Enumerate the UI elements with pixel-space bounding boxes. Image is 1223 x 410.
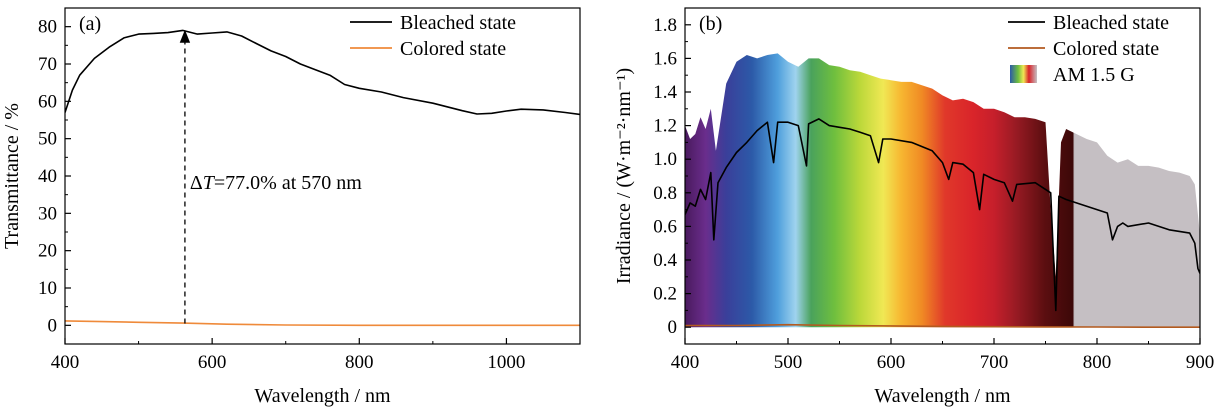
y-tick-label: 0: [48, 315, 58, 336]
x-ticks-b: 400 500 600 700 800 900: [671, 338, 1215, 373]
chart-panel-a: ΔT=77.0% at 570 nm 400 600 800 1000 0 10 20 30…: [1, 7, 581, 407]
y-tick-label: 1.8: [653, 15, 677, 36]
y-tick-label: 40: [38, 166, 57, 187]
legend-label: Colored state: [400, 38, 506, 60]
legend-label: AM 1.5 G: [1053, 64, 1135, 86]
y-tick-label: 80: [38, 17, 57, 38]
y-tick-label: 0.2: [653, 284, 677, 305]
panel-label-b: (b): [699, 13, 722, 35]
x-tick-label: 700: [980, 352, 1009, 373]
y-tick-label: 70: [38, 54, 57, 75]
legend-swatch: [1010, 65, 1037, 83]
legend-label: Bleached state: [400, 12, 516, 34]
x-tick-label: 900: [1186, 352, 1215, 373]
y-tick-label: 1.4: [653, 82, 677, 103]
y-tick-label: 1.2: [653, 116, 677, 137]
y-tick-label: 1.0: [653, 149, 677, 170]
chart-panel-b: 400 500 600 700 800 900 0 0.2 0.4 0.6 0.8 1.0 1.2 1.…: [613, 7, 1215, 407]
x-tick-label: 600: [198, 352, 227, 373]
y-tick-label: 50: [38, 129, 57, 150]
y-axis-label-b: Irradiance / (W·m⁻²·nm⁻¹): [613, 68, 635, 284]
panel-label-a: (a): [79, 13, 101, 35]
legend-b: Bleached state Colored state AM 1.5 G: [1008, 12, 1169, 86]
y-tick-label: 20: [38, 241, 57, 262]
series-colored-state: [685, 323, 1200, 328]
series-layer-b: [685, 53, 1200, 328]
x-tick-label: 800: [1083, 352, 1112, 373]
series-colored-state: [65, 320, 580, 327]
x-tick-label: 600: [877, 352, 906, 373]
y-tick-label: 1.6: [653, 48, 677, 69]
x-axis-label-a: Wavelength / nm: [254, 385, 391, 407]
delta-t-annotation: ΔT=77.0% at 570 nm: [190, 172, 362, 194]
series-bleached-state: [685, 118, 1200, 312]
y-ticks-b: 0 0.2 0.4 0.6 0.8 1.0 1.2 1.4 1.6 1.8: [653, 7, 691, 338]
x-tick-label: 400: [51, 352, 80, 373]
y-ticks-a: 0 10 20 30 40 50 60 70 80: [38, 17, 71, 336]
legend-label: Bleached state: [1053, 12, 1169, 34]
y-tick-label: 0.4: [653, 250, 677, 271]
y-tick-label: 30: [38, 203, 57, 224]
series-layer-a: [65, 29, 580, 327]
x-tick-label: 1000: [487, 352, 525, 373]
y-tick-label: 0.6: [653, 216, 677, 237]
x-tick-label: 500: [774, 352, 803, 373]
legend-label: Colored state: [1053, 38, 1159, 60]
y-tick-label: 60: [38, 91, 57, 112]
y-tick-label: 0.8: [653, 183, 677, 204]
series-bleached-state: [65, 29, 580, 116]
x-tick-label: 400: [671, 352, 700, 373]
y-tick-label: 10: [38, 278, 57, 299]
series-am-1-5-g: [685, 53, 1200, 328]
y-axis-label-a: Transmittance / %: [1, 103, 23, 249]
y-tick-label: 0: [668, 317, 678, 338]
x-axis-label-b: Wavelength / nm: [874, 385, 1011, 407]
legend-a: Bleached state Colored state: [350, 12, 516, 60]
x-tick-label: 800: [345, 352, 374, 373]
arrow-annotation: ΔT=77.0% at 570 nm: [179, 29, 362, 324]
x-ticks-a: 400 600 800 1000: [51, 338, 525, 373]
